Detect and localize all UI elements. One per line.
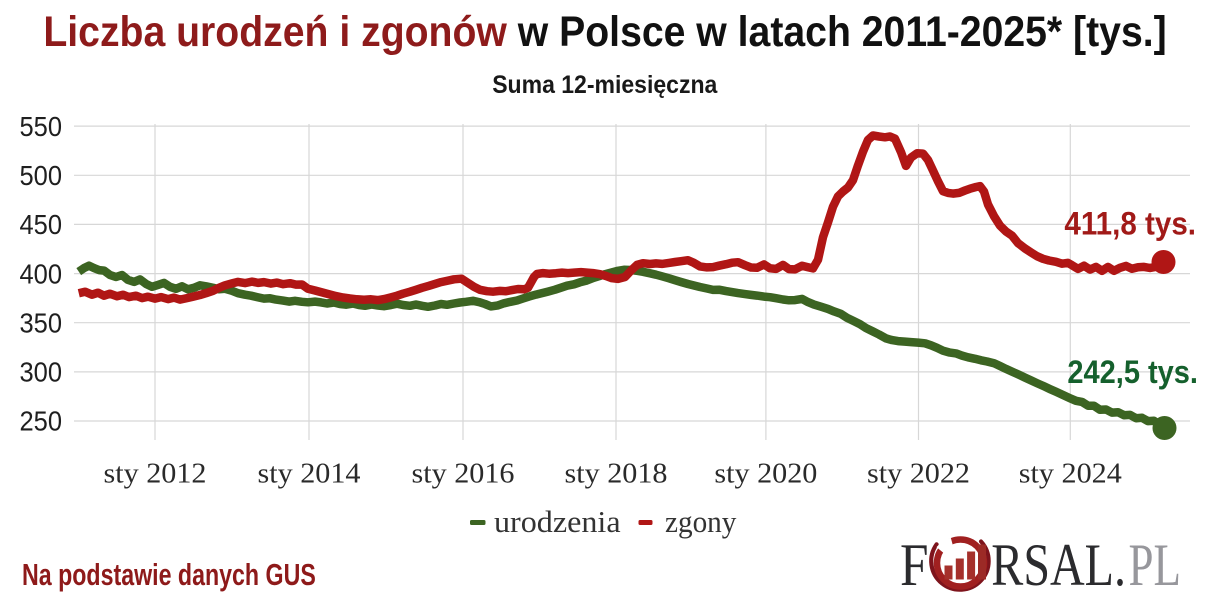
svg-text:450: 450 [20, 209, 63, 240]
svg-text:urodzenia: urodzenia [494, 504, 621, 539]
svg-text:RSAL.: RSAL. [991, 532, 1126, 598]
svg-text:500: 500 [20, 160, 63, 191]
svg-text:sty 2014: sty 2014 [258, 459, 361, 490]
svg-text:411,8 tys.: 411,8 tys. [1064, 206, 1196, 242]
svg-text:sty 2018: sty 2018 [565, 459, 668, 490]
svg-text:sty 2016: sty 2016 [412, 459, 515, 490]
svg-text:sty 2020: sty 2020 [714, 459, 817, 490]
svg-text:250: 250 [20, 406, 63, 437]
svg-text:F: F [900, 532, 929, 598]
svg-text:400: 400 [20, 258, 63, 289]
svg-text:zgony: zgony [665, 504, 737, 539]
svg-text:550: 550 [20, 111, 63, 142]
svg-text:PL: PL [1129, 532, 1182, 598]
svg-text:242,5 tys.: 242,5 tys. [1067, 354, 1198, 390]
svg-text:300: 300 [20, 357, 63, 388]
svg-text:350: 350 [20, 307, 63, 338]
svg-text:sty 2012: sty 2012 [104, 459, 207, 490]
svg-text:sty 2024: sty 2024 [1019, 459, 1122, 490]
svg-text:sty 2022: sty 2022 [867, 459, 970, 490]
